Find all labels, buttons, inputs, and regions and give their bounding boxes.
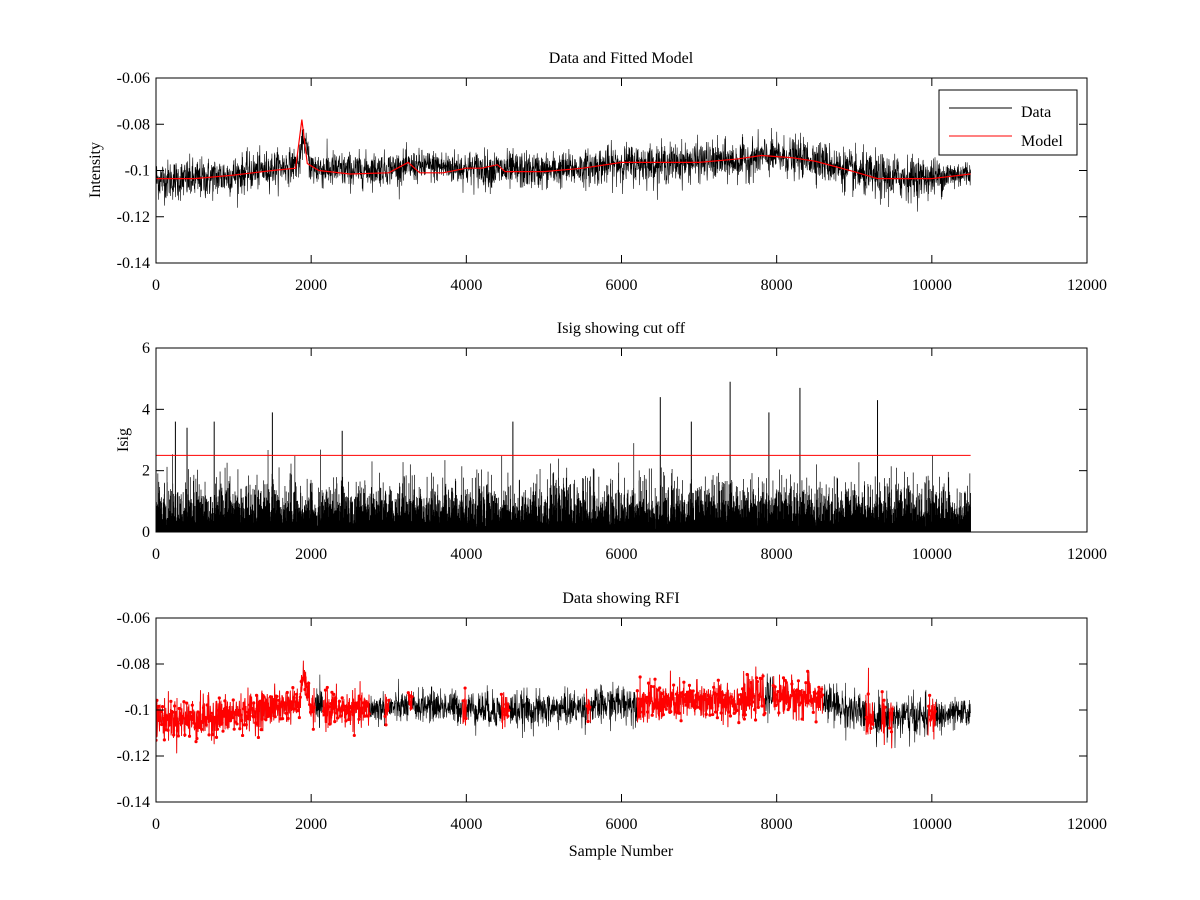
model-series-line [156,119,971,180]
x-tick-label: 2000 [295,546,327,563]
x-tick-label: 0 [152,816,160,833]
y-tick-label: -0.1 [125,702,150,719]
x-tick-label: 12000 [1067,816,1107,833]
data-series-line [156,127,971,212]
chart-title: Data showing RFI [562,590,679,607]
y-axis-label: Intensity [87,142,104,198]
y-tick-label: 0 [142,524,150,541]
legend-box [938,89,1078,156]
x-tick-label: 0 [152,546,160,563]
x-tick-label: 10000 [912,816,952,833]
x-tick-label: 8000 [761,546,793,563]
chart-title: Isig showing cut off [557,320,686,337]
panel-data-showing-rfi: Data showing RFI Sample Number 0 2000 4000… [117,590,1107,860]
x-tick-label: 12000 [1067,546,1107,563]
y-tick-label: -0.06 [117,70,150,87]
legend: Data Model [938,89,1078,156]
legend-label-data: Data [1021,104,1051,121]
panel-isig-showing-cut-off: Isig showing cut off Isig 0 2000 4000 6000 8… [115,320,1107,563]
x-tick-label: 2000 [295,277,327,294]
y-tick-label: -0.08 [117,656,150,673]
y-tick-label: -0.06 [117,610,150,627]
x-tick-label: 6000 [606,546,638,563]
y-tick-label: 2 [142,463,150,480]
y-tick-label: -0.12 [117,209,150,226]
y-tick-label: 6 [142,340,150,357]
x-tick-label: 6000 [606,277,638,294]
rfi-flagged-markers [156,669,937,744]
y-tick-label: -0.14 [117,794,150,811]
x-tick-label: 4000 [450,277,482,294]
series-layer [156,381,971,532]
y-tick-label: -0.08 [117,116,150,133]
x-tick-label: 10000 [912,546,952,563]
x-tick-label: 12000 [1067,277,1107,294]
x-tick-label: 4000 [450,546,482,563]
legend-label-model: Model [1021,133,1063,150]
y-tick-label: 4 [142,401,150,418]
x-tick-label: 0 [152,277,160,294]
isig-series-line [156,443,971,532]
series-layer [156,119,971,212]
x-tick-label: 8000 [761,277,793,294]
y-tick-label: -0.14 [117,255,150,272]
x-tick-label: 4000 [450,816,482,833]
x-tick-label: 2000 [295,816,327,833]
x-tick-label: 6000 [606,816,638,833]
x-tick-label: 10000 [912,277,952,294]
series-layer [156,660,971,754]
y-tick-label: -0.1 [125,163,150,180]
y-tick-label: -0.12 [117,748,150,765]
chart-title: Data and Fitted Model [549,50,694,67]
x-axis-label: Sample Number [569,843,674,860]
y-axis-label: Isig [115,428,132,452]
x-tick-label: 8000 [761,816,793,833]
panel-data-and-fitted-model: Data and Fitted Model Intensity 0 2000 400… [87,50,1107,294]
